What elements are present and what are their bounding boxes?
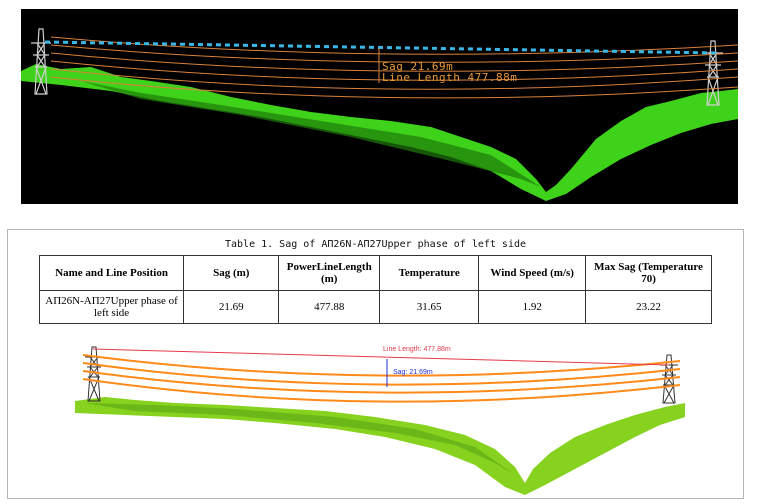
col-line-length: PowerLineLength (m) [278,255,381,291]
top-sag-label: Sag 21.69m [382,60,454,73]
profile-sag-label: Sag: 21.69m [393,369,433,376]
top-point-cloud-canvas [21,28,738,201]
profile-vegetation-terrain [75,397,685,495]
table-row: AП26N-AП27Upper phase of left side 21.69… [38,290,712,324]
profile-line-length-line [92,348,670,366]
report-panel: Table 1. Sag of AП26N-AП27Upper phase of… [7,229,744,499]
top-sag-reference-line [44,40,718,55]
table-caption: Table 1. Sag of AП26N-AП27Upper phase of… [224,239,527,250]
top-point-cloud-view: Sag 21.69m Line Length 477.88m [21,9,738,204]
cell-sag: 21.69 [183,290,280,324]
col-sag: Sag (m) [183,255,280,291]
cell-max-sag: 23.22 [585,290,712,324]
cell-temperature: 31.65 [379,290,480,324]
table-header-row: Name and Line Position Sag (m) PowerLine… [38,255,712,291]
cell-line-length: 477.88 [278,290,381,324]
col-temperature: Temperature [379,255,480,291]
profile-conductors [82,354,681,403]
profile-canvas [75,346,685,495]
profile-view: Line Length: 477.88m Sag: 21.69m [75,345,685,497]
col-max-sag: Max Sag (Temperature 70) [585,255,712,291]
profile-vegetation-dark [85,403,515,475]
cell-name-position: AП26N-AП27Upper phase of left side [38,290,185,324]
col-wind-speed: Wind Speed (m/s) [478,255,587,291]
top-line-length-label: Line Length 477.88m [382,71,518,84]
top-left-tower [31,28,51,95]
col-name-position: Name and Line Position [38,255,185,291]
top-vegetation-shadow [81,81,541,187]
top-conductors [50,36,738,99]
cell-wind-speed: 1.92 [478,290,587,324]
profile-line-length-label: Line Length: 477.88m [383,346,451,353]
sag-table: Name and Line Position Sag (m) PowerLine… [38,255,712,324]
